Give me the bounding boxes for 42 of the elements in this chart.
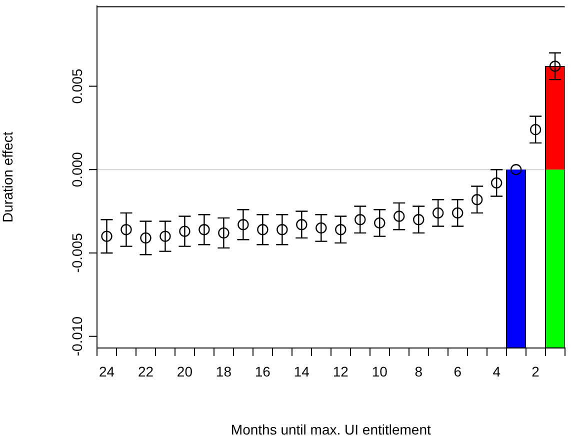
point [160,230,171,242]
y-axis-title: Duration effect [0,132,16,222]
x-tick-label: 20 [176,363,193,380]
point [490,177,502,189]
x-tick-label: 22 [138,363,154,380]
point [452,207,464,219]
point [179,226,190,237]
y-tick-label: 0.005 [68,68,85,104]
point [276,224,288,236]
point [374,217,386,229]
x-tick-label: 24 [98,363,115,380]
point [140,232,152,244]
y-tick-label: 0.000 [68,152,85,188]
point [120,224,132,236]
x-tick-label: 6 [454,363,462,380]
y-tick-label: -0.010 [68,316,85,356]
x-tick-label: 18 [216,363,232,380]
point [354,214,366,226]
point [394,210,405,222]
point [316,222,327,234]
x-tick-label: 10 [372,363,388,380]
point [238,219,249,230]
point [198,224,210,236]
x-axis-title: Months until max. UI entitlement [230,421,431,438]
x-tick-label: 16 [254,363,271,380]
point [510,164,522,176]
point [218,227,230,239]
point [413,214,424,226]
x-tick-label: 2 [532,363,540,380]
point [471,194,483,206]
x-tick-label: 12 [332,363,349,380]
x-tick-label: 14 [294,363,310,380]
point [432,207,444,219]
point [530,124,542,136]
y-tick-label: -0.005 [68,232,85,273]
point [549,60,561,72]
point [101,230,112,242]
point [257,224,268,236]
x-tick-label: 4 [492,363,501,380]
point [296,219,308,230]
x-tick-label: 8 [414,363,423,380]
point [335,224,346,236]
